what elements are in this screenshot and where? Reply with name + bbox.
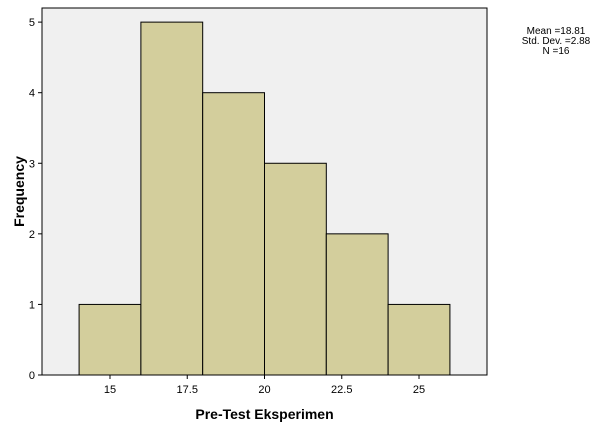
stat-n: N =16 <box>542 46 570 57</box>
y-tick-label: 2 <box>29 229 35 241</box>
x-axis-ticks: 15 17.5 20 22.5 25 <box>104 375 425 396</box>
y-tick-label: 5 <box>29 17 35 29</box>
y-tick-label: 1 <box>29 299 35 311</box>
x-tick-label: 15 <box>104 384 116 396</box>
y-tick-label: 0 <box>29 370 35 382</box>
y-tick-label: 3 <box>29 158 35 170</box>
statistics-legend: Mean =18.81 Std. Dev. =2.88 N =16 <box>516 27 596 57</box>
histogram-bar-2 <box>140 21 204 376</box>
y-axis-ticks: 0 1 2 3 4 5 <box>29 17 42 382</box>
x-tick-label: 22.5 <box>331 384 352 396</box>
x-axis-title: Pre-Test Eksperimen <box>195 406 333 422</box>
bars <box>78 21 451 376</box>
x-tick-label: 25 <box>413 384 425 396</box>
stat-std-dev: Std. Dev. =2.88 <box>521 36 591 47</box>
histogram-bar-3 <box>202 92 265 376</box>
y-tick-label: 4 <box>29 88 35 100</box>
x-tick-label: 17.5 <box>177 384 198 396</box>
histogram-bar-5 <box>325 233 389 376</box>
histogram-bar-4 <box>264 162 327 376</box>
y-axis-title: Frequency <box>11 156 27 227</box>
x-tick-label: 20 <box>258 384 270 396</box>
stat-mean: Mean =18.81 <box>526 26 586 37</box>
histogram-bar-1 <box>78 303 142 376</box>
histogram-bar-6 <box>387 303 451 376</box>
